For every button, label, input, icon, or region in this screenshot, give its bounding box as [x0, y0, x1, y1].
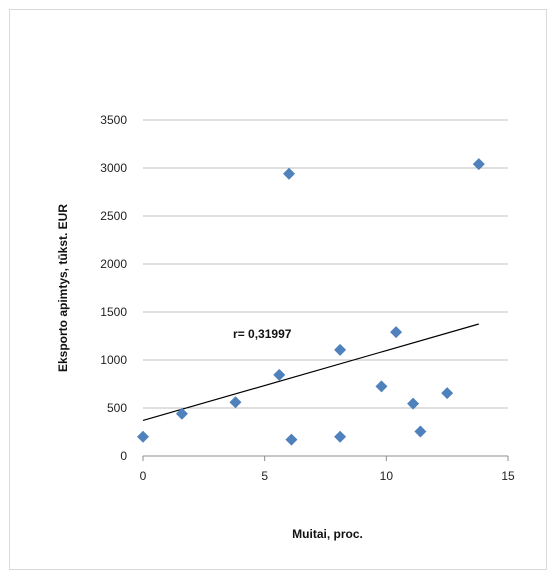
data-point: [441, 387, 454, 400]
x-tick-label: 15: [501, 469, 515, 483]
y-tick-labels: 0 500 1000 1500 2000 2500 3000 3500: [100, 113, 127, 463]
data-points: [137, 158, 485, 446]
data-point: [414, 425, 427, 438]
y-tick-label: 0: [120, 449, 127, 463]
data-point: [273, 368, 286, 381]
y-tick-label: 3000: [100, 161, 127, 175]
data-point: [390, 326, 403, 339]
data-point: [285, 433, 298, 446]
data-point: [407, 397, 420, 410]
data-point: [472, 158, 485, 171]
y-tick-label: 1000: [100, 353, 127, 367]
y-tick-label: 2500: [100, 209, 127, 223]
data-point: [334, 430, 347, 443]
y-tick-label: 3500: [100, 113, 127, 127]
correlation-annotation: r= 0,31997: [233, 327, 292, 341]
x-tick-label: 10: [380, 469, 394, 483]
chart-frame: [9, 9, 547, 570]
y-tick-label: 2000: [100, 257, 127, 271]
y-axis-title: Eksporto apimtys, tūkst. EUR: [56, 204, 70, 372]
data-point: [334, 343, 347, 356]
gridlines: [143, 119, 508, 457]
data-point: [229, 396, 242, 409]
trendline: [142, 323, 479, 422]
x-tick-labels: 0 5 10 15: [140, 456, 515, 483]
data-point: [175, 407, 188, 420]
data-point: [375, 380, 388, 393]
data-point: [137, 430, 149, 443]
x-axis-title: Muitai, proc.: [292, 527, 363, 541]
y-tick-label: 1500: [100, 305, 127, 319]
x-tick-label: 0: [140, 469, 147, 483]
data-point: [283, 167, 295, 180]
y-tick-label: 500: [107, 401, 127, 415]
x-tick-label: 5: [261, 469, 268, 483]
trendline-group: [142, 323, 479, 422]
